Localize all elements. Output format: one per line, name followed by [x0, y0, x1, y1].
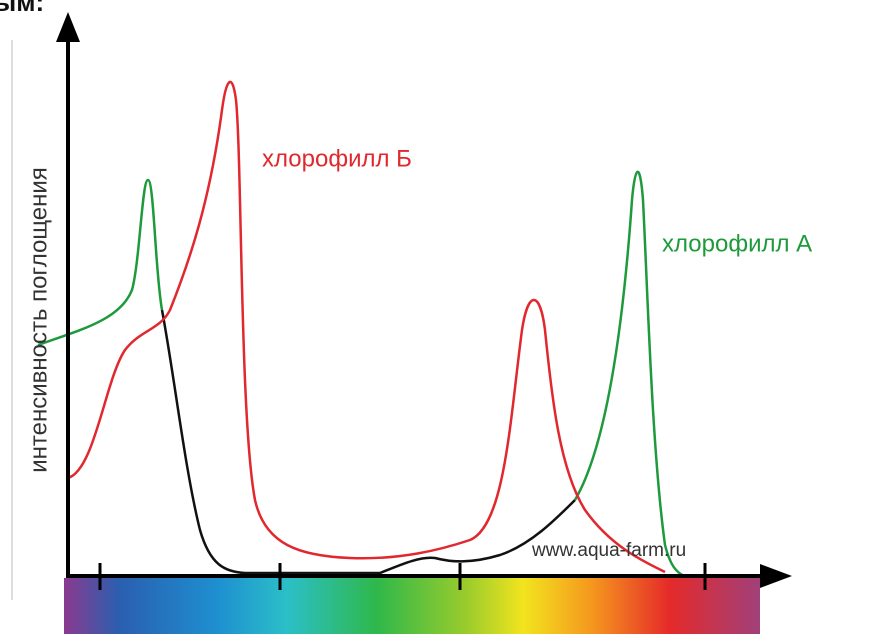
spectrum-bar — [64, 578, 760, 634]
chlorophyll-a-curve — [37, 178, 164, 347]
shared-curve — [160, 309, 576, 575]
chlorophyll-b-curve — [67, 80, 666, 574]
x-axis-arrow — [760, 564, 792, 588]
chlorophyll-a-curve — [573, 170, 685, 578]
chlorophyll-b-label: хлорофилл Б — [262, 145, 412, 172]
y-axis-label: интенсивность поглощения — [25, 167, 52, 473]
header-fragment: ым: — [0, 0, 44, 17]
watermark: www.aqua-farm.ru — [531, 540, 686, 561]
chlorophyll-a-label: хлорофилл А — [662, 230, 812, 257]
y-axis-arrow — [56, 12, 80, 42]
